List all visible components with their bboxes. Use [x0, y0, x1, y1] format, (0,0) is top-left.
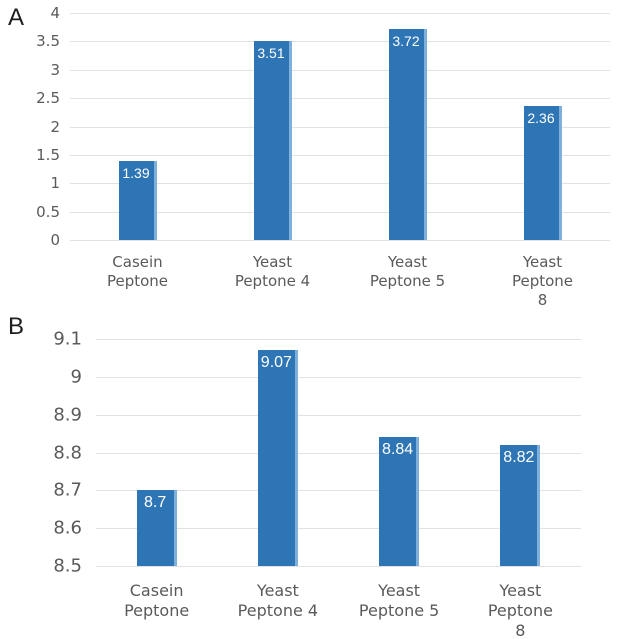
- bar: 3.51: [253, 40, 292, 240]
- y-axis-tick-label: 2.5: [36, 89, 60, 108]
- bar: 8.84: [379, 437, 420, 566]
- bar-value-label: 8.82: [503, 448, 535, 466]
- category-label: Yeast Peptone 4: [237, 581, 319, 620]
- bar-value-label: 8.7: [144, 494, 167, 512]
- y-axis-tick-label: 0.5: [36, 202, 60, 221]
- category-label: Yeast Peptone 8: [487, 581, 553, 639]
- category-label: Casein Peptone: [124, 581, 190, 620]
- y-axis-tick-label: 8.5: [53, 555, 82, 577]
- bar-value-label: 3.72: [392, 32, 420, 49]
- bar: 3.72: [388, 28, 427, 240]
- panel-a-letter: A: [8, 4, 25, 31]
- y-gridline: [70, 69, 610, 71]
- y-gridline: [70, 183, 610, 185]
- y-gridline: [70, 98, 610, 100]
- y-axis-tick-label: 8.8: [53, 442, 82, 464]
- y-gridline: [96, 414, 581, 416]
- y-gridline: [96, 566, 581, 567]
- y-gridline: [70, 41, 610, 43]
- y-axis-tick-label: 3.5: [36, 32, 60, 51]
- bar-value-label: 2.36: [527, 110, 555, 127]
- category-label: Yeast Peptone 4: [234, 253, 311, 290]
- y-axis-tick-label: 8.7: [53, 480, 82, 502]
- y-axis-tick-label: 1: [50, 174, 60, 193]
- bar-chart-b: 9.1 9 8.9 8.8 8.7 8.6 8.5 8.7 Casein Peptone 9.07…: [53, 330, 581, 639]
- y-gridline: [70, 13, 610, 14]
- bar-value-label: 8.84: [382, 441, 414, 459]
- panel-b-letter: B: [8, 313, 25, 340]
- y-gridline: [96, 452, 581, 454]
- y-gridline: [70, 240, 610, 241]
- bar-chart-a: 4 3.5 3 2.5 2 1.5 1 0.5 0 1.39 Casein Peptone 3.51 Y…: [36, 6, 610, 309]
- y-gridline: [70, 211, 610, 213]
- bar-value-label: 1.39: [122, 165, 150, 182]
- y-axis-tick-label: 9: [70, 366, 82, 388]
- y-axis-tick-label: 1.5: [36, 145, 60, 164]
- category-label: Yeast Peptone 5: [358, 581, 440, 620]
- y-gridline: [96, 376, 581, 378]
- category-label: Yeast Peptone 8: [511, 253, 574, 309]
- y-axis-tick-label: 2: [50, 117, 60, 136]
- y-gridline: [96, 528, 581, 530]
- y-axis-tick-label: 9.1: [53, 328, 82, 350]
- y-axis-tick-label: 4: [50, 4, 60, 23]
- y-gridline: [70, 126, 610, 128]
- bar: 8.82: [500, 444, 541, 566]
- y-axis-tick-label: 3: [50, 60, 60, 79]
- bar: 8.7: [136, 490, 177, 566]
- category-label: Casein Peptone: [106, 253, 169, 290]
- y-gridline: [96, 490, 581, 492]
- bar: 9.07: [257, 350, 298, 566]
- bar-value-label: 3.51: [257, 44, 285, 61]
- y-axis-tick-label: 8.6: [53, 517, 82, 539]
- bar: 2.36: [523, 106, 562, 240]
- y-gridline: [70, 154, 610, 156]
- bar: 1.39: [118, 161, 157, 240]
- y-axis-tick-label: 0: [50, 231, 60, 250]
- y-axis-tick-label: 8.9: [53, 404, 82, 426]
- y-gridline: [96, 339, 581, 340]
- category-label: Yeast Peptone 5: [369, 253, 446, 290]
- bar-value-label: 9.07: [260, 354, 292, 372]
